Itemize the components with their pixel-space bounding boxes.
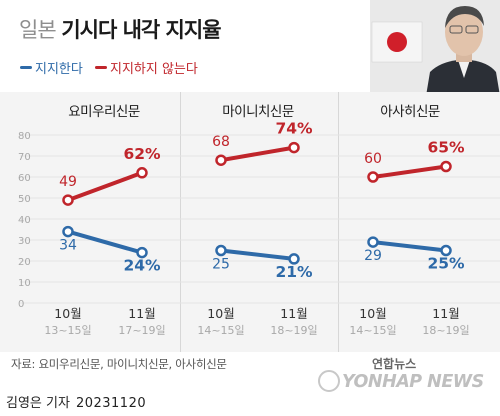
japan-flag-sun	[387, 32, 407, 52]
legend-swatch-support	[20, 66, 32, 69]
y-tick-label: 80	[18, 131, 31, 142]
series-line-oppose	[219, 145, 296, 163]
series-line-oppose	[66, 170, 144, 203]
person-glasses-right	[465, 25, 479, 34]
x-tick-label: 10월	[207, 306, 234, 321]
y-tick-label: 60	[18, 173, 31, 184]
legend-swatch-oppose	[94, 66, 107, 69]
series-line-support	[219, 248, 296, 261]
person-face	[445, 8, 483, 56]
logo-english: YONHAP NEWS	[342, 372, 484, 392]
panel-title: 마이니치신문	[222, 104, 294, 120]
data-label-oppose: 68	[212, 134, 230, 150]
person-shirt	[458, 60, 470, 78]
data-point-support	[288, 253, 300, 265]
legend-item-oppose: 지지하지 않는다	[94, 58, 198, 77]
panel-divider	[180, 92, 181, 352]
data-point-oppose	[367, 171, 379, 183]
data-label-support: 29	[364, 248, 382, 264]
publish-date: 20231120	[75, 396, 147, 411]
data-point-support	[215, 244, 227, 257]
series-line-oppose	[371, 164, 448, 179]
y-tick-label: 10	[18, 278, 31, 289]
data-point-oppose	[440, 160, 452, 173]
legend-label-oppose: 지지하지 않는다	[109, 62, 198, 77]
data-point-support	[440, 244, 452, 257]
data-point-oppose	[62, 194, 74, 206]
x-date-label: 14~15일	[197, 323, 244, 337]
x-tick-label: 11월	[432, 306, 459, 321]
x-date-label: 17~19일	[118, 323, 165, 337]
legend: 지지한다 지지하지 않는다	[20, 58, 206, 77]
reporter-name: 김영은 기자	[6, 396, 70, 411]
panel-title: 요미우리신문	[68, 104, 140, 120]
data-label-oppose: 60	[364, 151, 382, 167]
x-date-label: 13~15일	[44, 323, 91, 337]
legend-label-support: 지지한다	[35, 62, 83, 77]
x-tick-label: 10월	[359, 306, 386, 321]
panel-3: 아사히신문 10월 14~15일 11월 18~19일 60 65% 29 25%	[349, 104, 469, 337]
panel-1: 요미우리신문 10월 13~15일 11월 17~19일 49 62% 34 24%	[44, 104, 165, 337]
x-date-label: 18~19일	[270, 323, 317, 337]
line-charts: 0 10 20 30 40 50 60 70 80 요미우리신문 10월 13~15일 11월 17~19…	[18, 104, 500, 337]
source-note: 자료: 요미우리신문, 마이니치신문, 아사히신문	[11, 357, 227, 371]
data-label-support: 25	[212, 257, 230, 273]
data-label-support: 21%	[275, 263, 313, 281]
x-tick-label: 11월	[280, 306, 307, 321]
data-label-support: 24%	[123, 257, 161, 275]
y-tick-label: 20	[18, 257, 31, 268]
y-tick-label: 40	[18, 215, 31, 226]
data-point-support	[136, 246, 148, 259]
yonhap-news-logo: 연합뉴스 YONHAP NEWS	[318, 355, 498, 413]
data-label-support: 34	[59, 238, 77, 254]
data-point-support	[367, 236, 379, 248]
x-date-label: 18~19일	[422, 323, 469, 337]
chart-title: 일본 기시다 내각 지지율	[19, 14, 222, 44]
data-label-oppose: 49	[59, 174, 77, 190]
data-label-oppose: 62%	[123, 145, 161, 163]
series-line-support	[66, 229, 144, 255]
person-suit	[426, 60, 500, 96]
data-point-oppose	[136, 167, 148, 179]
person-hair	[445, 6, 484, 28]
person-glasses-left	[449, 25, 463, 34]
data-point-support	[62, 225, 74, 238]
y-tick-label: 0	[18, 299, 24, 310]
legend-item-support: 지지한다	[20, 58, 83, 77]
logo-korean: 연합뉴스	[372, 357, 417, 371]
x-tick-label: 11월	[128, 306, 155, 321]
chart-area: 0 10 20 30 40 50 60 70 80 요미우리신문 10월 13~15일 11월 17~19…	[0, 92, 500, 352]
person-photo-with-japan-flag	[370, 0, 500, 96]
data-point-oppose	[288, 141, 300, 154]
y-tick-label: 30	[18, 236, 31, 247]
logo-emblem-icon	[318, 370, 340, 392]
panel-divider	[338, 92, 339, 352]
title-prefix: 일본	[19, 18, 57, 42]
y-tick-label: 50	[18, 194, 31, 205]
y-tick-label: 70	[18, 152, 31, 163]
series-line-support	[371, 240, 448, 253]
x-tick-label: 10월	[54, 306, 81, 321]
panel-title: 아사히신문	[380, 104, 440, 120]
byline: 김영은 기자 20231120	[6, 392, 146, 411]
title-main: 기시다 내각 지지율	[61, 18, 221, 42]
data-label-oppose: 74%	[275, 120, 313, 138]
x-date-label: 14~15일	[349, 323, 396, 337]
data-label-support: 25%	[427, 255, 465, 273]
panel-2: 마이니치신문 10월 14~15일 11월 18~19일 68 74% 25 21%	[197, 104, 317, 337]
data-label-oppose: 65%	[427, 139, 465, 157]
data-point-oppose	[215, 154, 227, 166]
